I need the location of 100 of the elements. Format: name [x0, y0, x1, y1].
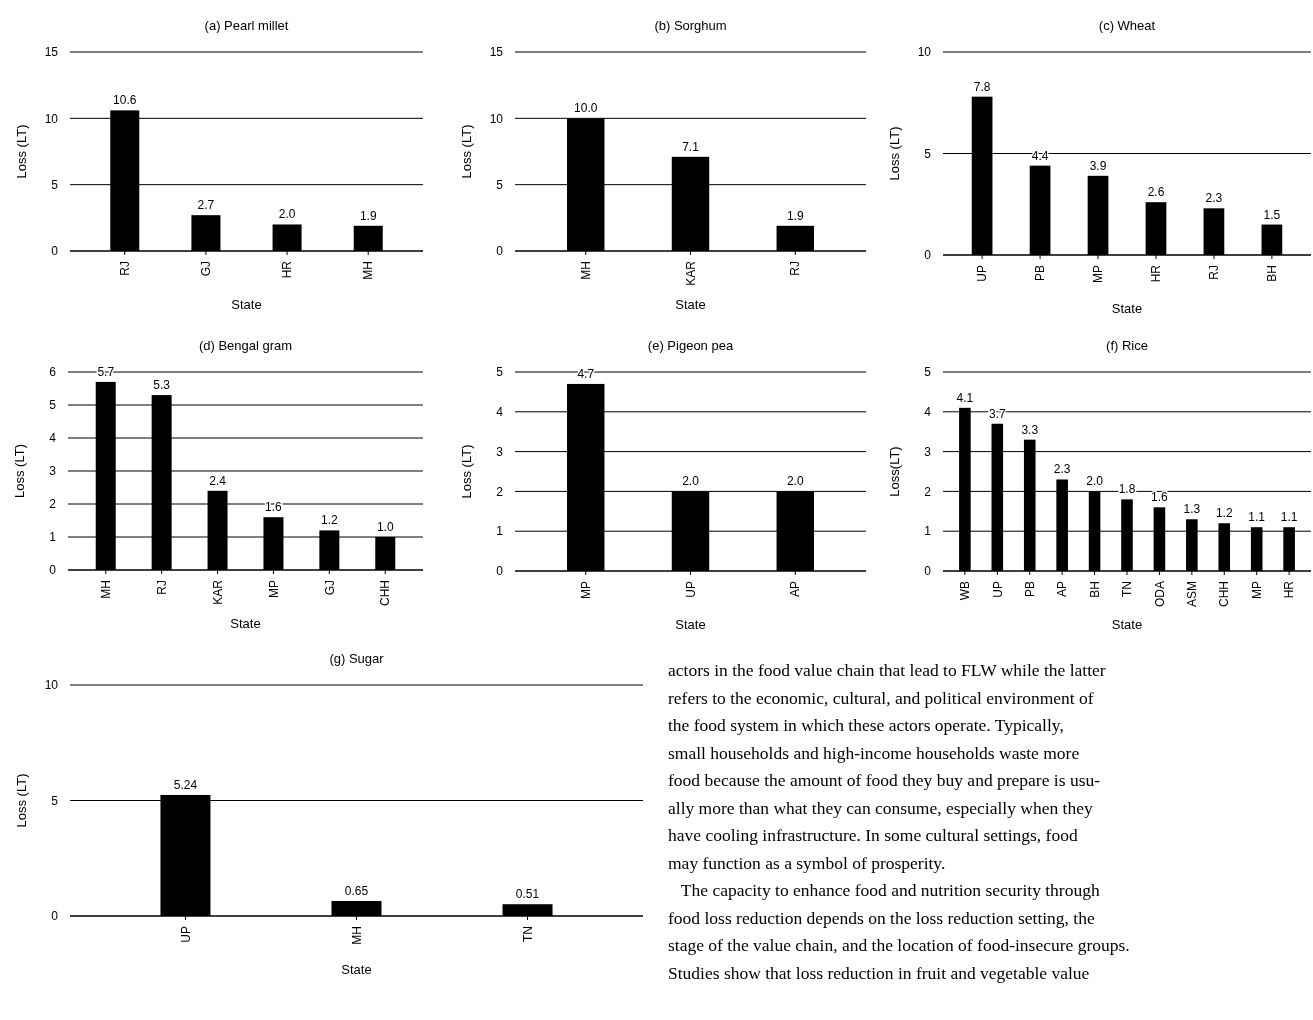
data-label: 5.7	[97, 364, 115, 379]
y-tick-label: 2	[924, 484, 932, 499]
x-tick-label: PB	[1022, 581, 1037, 598]
x-axis-title: State	[341, 962, 372, 977]
x-tick-label: RJ	[117, 261, 132, 276]
y-tick-label: 10	[44, 111, 59, 126]
data-label: 3.3	[1021, 422, 1039, 437]
x-tick-label: PB	[1033, 265, 1048, 282]
chart-title: (d) Bengal gram	[198, 338, 293, 353]
text: The capacity to enhance food and nutrition security through	[668, 880, 1100, 900]
text: the food system in which these actors operate. Typically,	[668, 715, 1064, 735]
chart-title: (b) Sorghum	[654, 18, 727, 33]
x-tick-label: MH	[361, 261, 376, 280]
y-axis-title: Loss(LT)	[887, 446, 902, 497]
y-tick-label: 0	[924, 564, 932, 579]
data-label: 1.1	[1280, 510, 1298, 525]
text: food loss reduction depends on the loss reduction setting, the	[668, 907, 1095, 928]
text: food because the amount of food they buy and prepare is usu-	[668, 770, 1101, 790]
x-tick-label: TN	[520, 926, 535, 942]
data-label: 10.6	[113, 93, 137, 108]
y-tick-label: 5	[924, 365, 932, 380]
y-tick-label: 0	[496, 244, 504, 259]
y-tick-label: 15	[489, 45, 504, 60]
y-tick-label: 10	[917, 45, 932, 60]
y-tick-label: 4	[924, 405, 932, 419]
chart-title: (a) Pearl millet	[204, 18, 289, 33]
y-tick-label: 6	[49, 365, 57, 380]
x-tick-label: MH	[349, 926, 364, 945]
text: actors in the food value chain that lead to FLW while the latter	[668, 660, 1106, 680]
data-label: 1.2	[321, 513, 339, 528]
y-tick-label: 5	[924, 146, 932, 161]
y-tick-label: 0	[51, 909, 59, 924]
data-label: 1.2	[1215, 506, 1233, 521]
text: refers to the economic, cultural, and political environment of	[668, 687, 1094, 708]
data-label: 2.0	[278, 207, 296, 222]
data-label: 1.6	[265, 500, 283, 515]
x-tick-label: CHH	[1217, 581, 1232, 607]
x-tick-label: ODA	[1152, 581, 1167, 608]
data-label: 10.0	[574, 101, 598, 116]
x-axis-title: State	[230, 616, 261, 631]
y-tick-label: 2	[49, 497, 57, 512]
text: stage of the value chain, and the location of food-insecure groups.	[668, 935, 1130, 955]
y-tick-label: 1	[924, 524, 932, 539]
x-tick-label: MP	[1091, 265, 1106, 283]
y-tick-label: 10	[44, 678, 59, 693]
data-label: 3.9	[1089, 158, 1107, 173]
chart-title: (f) Rice	[1106, 338, 1148, 353]
data-label: 7.8	[973, 79, 991, 94]
y-tick-label: 5	[49, 398, 57, 413]
y-tick-label: 0	[496, 564, 504, 579]
chart-title: (e) Pigeon pea	[647, 338, 734, 353]
chart-title: (c) Wheat	[1098, 18, 1156, 33]
data-label: 2.3	[1053, 462, 1071, 477]
data-label: 2.0	[682, 474, 700, 489]
y-tick-label: 5	[51, 177, 59, 192]
x-tick-label: RJ	[1207, 265, 1222, 280]
y-tick-label: 10	[489, 111, 504, 126]
x-tick-label: UP	[975, 265, 990, 282]
data-label: 4.1	[956, 390, 974, 405]
x-tick-label: UP	[683, 581, 698, 598]
x-tick-label: KAR	[210, 579, 225, 605]
text: have cooling infrastructure. In some cultural settings, food	[668, 825, 1078, 845]
data-label: 2.4	[209, 473, 227, 488]
data-label: 1.9	[786, 208, 804, 223]
y-tick-label: 3	[49, 464, 57, 479]
y-tick-label: 0	[49, 563, 57, 578]
x-tick-label: GJ	[199, 261, 214, 277]
y-axis-title: Loss (LT)	[459, 124, 474, 179]
x-tick-label: TN	[1120, 581, 1135, 597]
text: small households and high-income households waste more	[668, 742, 1080, 763]
x-tick-label: BH	[1265, 265, 1280, 282]
data-label: 2.3	[1205, 191, 1223, 206]
x-tick-label: MP	[578, 581, 593, 599]
data-label: 1.1	[1248, 510, 1266, 525]
y-tick-label: 5	[496, 365, 504, 380]
data-label: 1.9	[359, 208, 377, 223]
x-tick-label: RJ	[788, 261, 803, 276]
data-label: 2.6	[1147, 185, 1165, 200]
data-label: 1.5	[1263, 207, 1281, 222]
y-axis-title: Loss (LT)	[887, 126, 902, 181]
x-tick-label: AP	[788, 581, 803, 598]
data-label: 2.7	[197, 198, 215, 213]
y-tick-label: 0	[51, 244, 59, 259]
x-axis-title: State	[675, 297, 706, 312]
x-tick-label: AP	[1055, 581, 1070, 598]
x-tick-label: HR	[280, 260, 295, 279]
y-axis-title: Loss (LT)	[12, 444, 27, 498]
y-axis-title: Loss (LT)	[14, 773, 29, 828]
x-axis-title: State	[1111, 617, 1143, 632]
y-tick-label: 5	[496, 177, 504, 192]
text: Studies show that loss reduction in fruit and vegetable value	[668, 962, 1090, 983]
data-label: 2.0	[786, 474, 804, 489]
x-tick-label: MH	[578, 261, 593, 280]
data-label: 2.0	[1086, 474, 1104, 489]
data-label: 5.24	[173, 777, 198, 792]
data-label: 1.6	[1151, 490, 1169, 505]
x-tick-label: CHH	[378, 580, 393, 606]
x-tick-label: MP	[1249, 581, 1264, 599]
data-label: 4.7	[577, 366, 595, 381]
x-tick-label: RJ	[154, 580, 169, 595]
